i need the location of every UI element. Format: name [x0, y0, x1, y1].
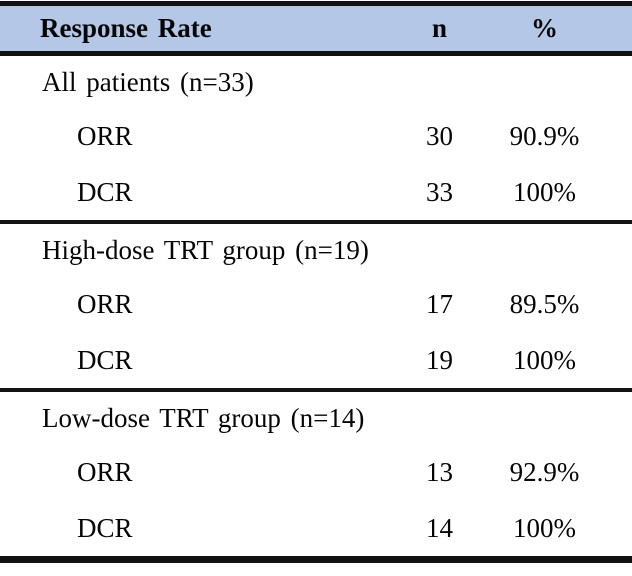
column-header-response-rate: Response Rate [40, 13, 212, 43]
row-n-value: 14 [426, 512, 453, 543]
row-n-value: 33 [426, 176, 453, 207]
row-percent-value: 100% [513, 512, 576, 543]
row-n-value: 19 [426, 344, 453, 375]
row-label: DCR [77, 512, 133, 543]
section-all-patients: All patients (n=33) ORR 30 90.9% DCR 33 … [0, 56, 632, 224]
row-percent-value: 90.9% [509, 120, 580, 151]
row-label: DCR [77, 176, 133, 207]
group-label-row: All patients (n=33) [0, 56, 632, 108]
table-header-row: Response Rate n % [0, 1, 632, 56]
row-percent-value: 100% [513, 344, 576, 375]
response-rate-table: Response Rate n % All patients (n=33) OR… [0, 1, 632, 563]
group-label-row: High-dose TRT group (n=19) [0, 224, 632, 276]
column-header-n: n [431, 13, 448, 43]
row-label: ORR [77, 456, 133, 487]
row-n-value: 30 [426, 120, 453, 151]
row-label: ORR [77, 120, 133, 151]
row-percent-value: 100% [513, 176, 576, 207]
group-label: High-dose TRT group (n=19) [42, 234, 369, 265]
group-label: All patients (n=33) [42, 66, 254, 97]
table-row: DCR 19 100% [0, 332, 632, 388]
group-label: Low-dose TRT group (n=14) [42, 402, 365, 433]
table-row: ORR 30 90.9% [0, 108, 632, 164]
section-high-dose-trt: High-dose TRT group (n=19) ORR 17 89.5% … [0, 224, 632, 392]
row-percent-value: 89.5% [509, 288, 580, 319]
column-header-percent: % [531, 13, 558, 43]
section-low-dose-trt: Low-dose TRT group (n=14) ORR 13 92.9% D… [0, 392, 632, 556]
table-row: ORR 17 89.5% [0, 276, 632, 332]
row-label: ORR [77, 288, 133, 319]
row-n-value: 17 [426, 288, 453, 319]
group-label-row: Low-dose TRT group (n=14) [0, 392, 632, 444]
table-row: DCR 33 100% [0, 164, 632, 220]
row-n-value: 13 [426, 456, 453, 487]
row-percent-value: 92.9% [509, 456, 580, 487]
table-row: DCR 14 100% [0, 500, 632, 556]
row-label: DCR [77, 344, 133, 375]
table-row: ORR 13 92.9% [0, 444, 632, 500]
